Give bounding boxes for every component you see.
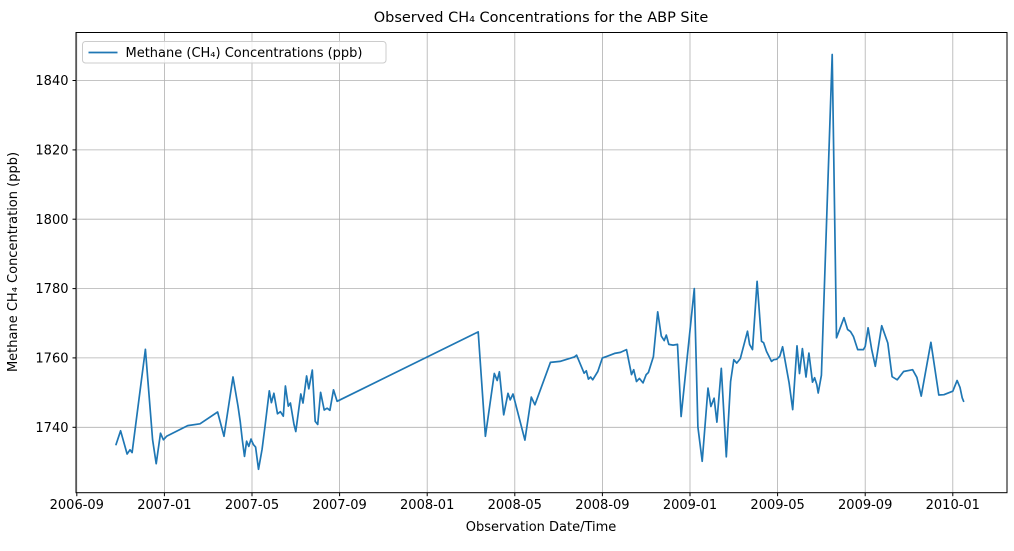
legend-box xyxy=(82,41,387,64)
plot-border xyxy=(75,32,1008,494)
grid-layer xyxy=(76,32,1007,493)
x-tick-label: 2009-01 xyxy=(663,498,717,513)
x-tick-label: 2009-05 xyxy=(750,498,804,513)
legend-label: Methane (CH₄) Concentrations (ppb) xyxy=(126,46,363,61)
x-tick-label: 2008-09 xyxy=(575,498,629,513)
x-tick-label: 2006-09 xyxy=(50,498,104,513)
y-tick-label: 1840 xyxy=(35,74,68,89)
legend: Methane (CH₄) Concentrations (ppb) xyxy=(82,41,387,64)
y-tick-label: 1780 xyxy=(35,282,68,297)
y-tick-label: 1760 xyxy=(35,352,68,367)
x-tick-label: 2008-05 xyxy=(488,498,542,513)
x-tick-label: 2007-09 xyxy=(312,498,366,513)
y-tick-label: 1800 xyxy=(35,213,68,228)
x-tick-label: 2008-01 xyxy=(400,498,454,513)
x-tick-label: 2007-05 xyxy=(225,498,279,513)
chart-title: Observed CH₄ Concentrations for the ABP … xyxy=(374,10,709,26)
axis-layer: 2006-09 2007-01 2007-05 2007-09 2008-01 2008-… xyxy=(35,74,980,513)
data-series-layer xyxy=(115,53,965,471)
x-tick-label: 2009-09 xyxy=(838,498,892,513)
x-tick-label: 2010-01 xyxy=(926,498,980,513)
x-tick-label: 2007-01 xyxy=(137,498,191,513)
methane-series-line xyxy=(115,53,965,471)
y-tick-label: 1820 xyxy=(35,144,68,159)
x-axis-label: Observation Date/Time xyxy=(466,520,617,535)
y-tick-label: 1740 xyxy=(35,421,68,436)
y-axis-label: Methane CH₄ Concentration (ppb) xyxy=(6,152,21,372)
